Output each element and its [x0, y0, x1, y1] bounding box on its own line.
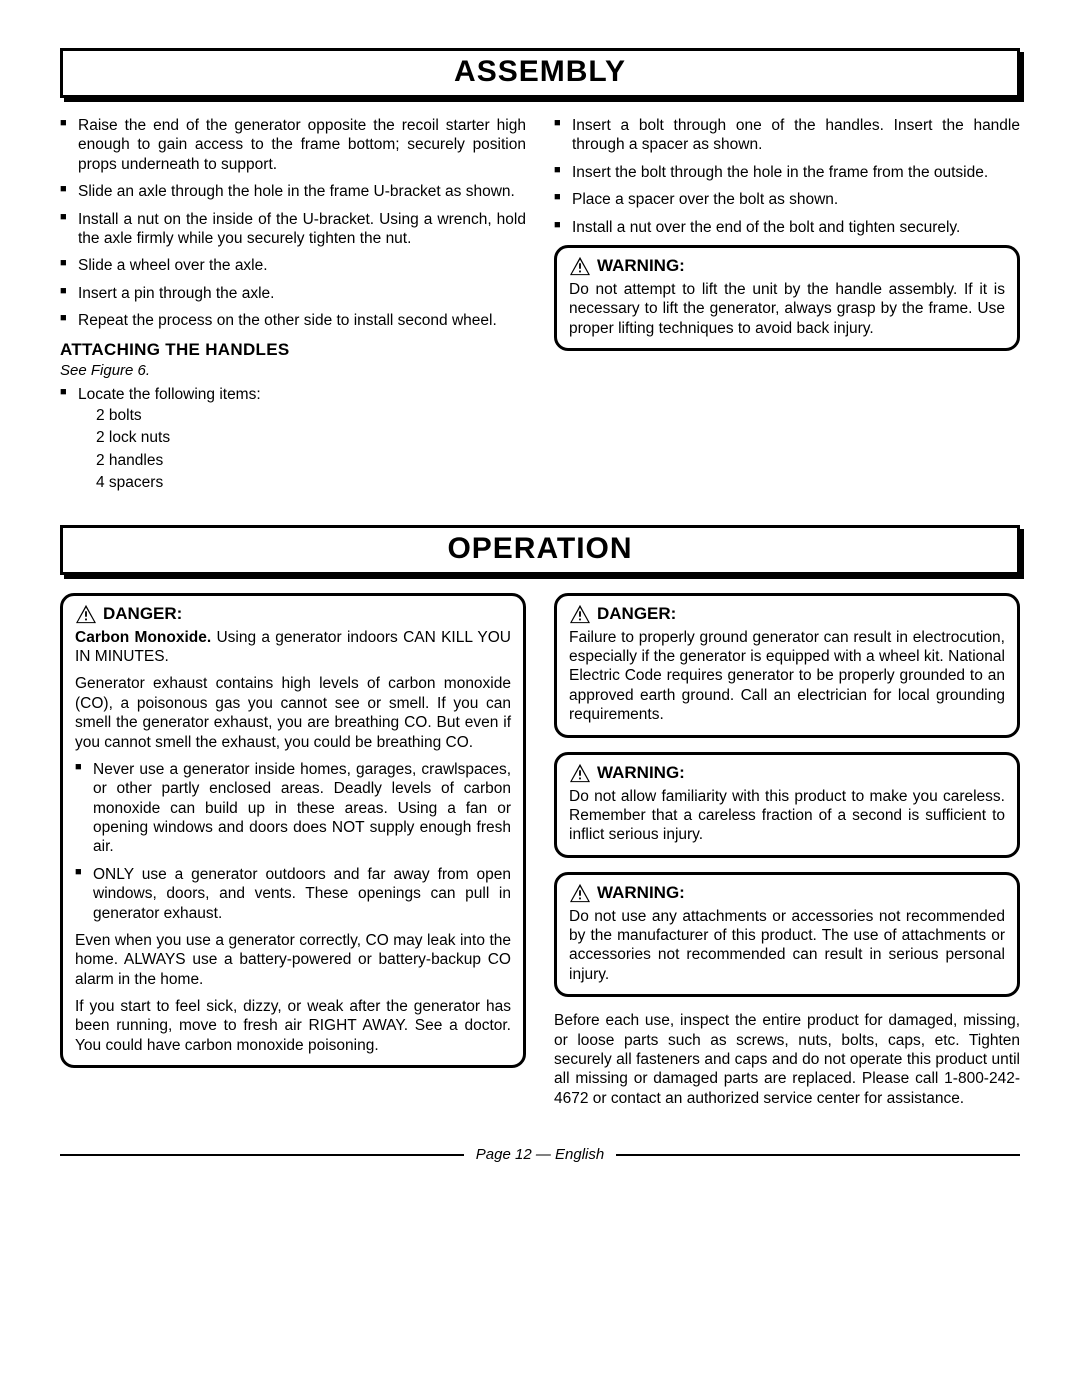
list-item: Raise the end of the generator opposite … — [60, 116, 526, 174]
assembly-banner: ASSEMBLY — [60, 48, 1020, 98]
sub-item: 2 handles — [96, 450, 526, 472]
danger1-p2: Even when you use a generator correctly,… — [75, 931, 511, 989]
warning-label: WARNING: — [597, 883, 685, 903]
danger-label: DANGER: — [597, 604, 676, 624]
locate-sublist: 2 bolts 2 lock nuts 2 handles 4 spacers — [78, 405, 526, 495]
operation-after-para: Before each use, inspect the entire prod… — [554, 1011, 1020, 1108]
sub-item: 2 lock nuts — [96, 427, 526, 449]
warning-head: WARNING: — [569, 763, 1005, 783]
warning-body: Do not attempt to lift the unit by the h… — [569, 280, 1005, 338]
alert-triangle-icon — [569, 763, 591, 783]
danger-box-2: DANGER: Failure to properly ground gener… — [554, 593, 1020, 738]
locate-list: Locate the following items: 2 bolts 2 lo… — [60, 385, 526, 494]
list-item: Install a nut over the end of the bolt a… — [554, 218, 1020, 237]
operation-right-col: DANGER: Failure to properly ground gener… — [554, 593, 1020, 1118]
alert-triangle-icon — [569, 604, 591, 624]
assembly-right-col: Insert a bolt through one of the handles… — [554, 116, 1020, 505]
handles-subhead: ATTACHING THE HANDLES — [60, 340, 526, 360]
list-item: Install a nut on the inside of the U-bra… — [60, 210, 526, 249]
danger-box-1: DANGER: Carbon Monoxide. Using a generat… — [60, 593, 526, 1069]
list-item: Place a spacer over the bolt as shown. — [554, 190, 1020, 209]
footer-rule-right — [616, 1154, 1020, 1156]
danger2-body: Failure to properly ground generator can… — [569, 628, 1005, 725]
warning-label: WARNING: — [597, 763, 685, 783]
warning-box-1: WARNING: Do not allow familiarity with t… — [554, 752, 1020, 858]
list-item: Insert a pin through the axle. — [60, 284, 526, 303]
operation-columns: DANGER: Carbon Monoxide. Using a generat… — [60, 593, 1020, 1118]
see-figure: See Figure 6. — [60, 362, 526, 379]
danger-label: DANGER: — [103, 604, 182, 624]
page-footer: Page 12 — English — [60, 1146, 1020, 1163]
warning-box: WARNING: Do not attempt to lift the unit… — [554, 245, 1020, 351]
locate-intro: Locate the following items: — [78, 386, 261, 403]
alert-triangle-icon — [569, 256, 591, 276]
assembly-left-col: Raise the end of the generator opposite … — [60, 116, 526, 505]
danger-head: DANGER: — [569, 604, 1005, 624]
danger1-p1: Generator exhaust contains high levels o… — [75, 674, 511, 752]
alert-triangle-icon — [75, 604, 97, 624]
sub-item: 2 bolts — [96, 405, 526, 427]
operation-banner: OPERATION — [60, 525, 1020, 575]
danger-head: DANGER: — [75, 604, 511, 624]
warning-label: WARNING: — [597, 256, 685, 276]
warning-head: WARNING: — [569, 256, 1005, 276]
warn2-body: Do not use any attachments or accessorie… — [569, 907, 1005, 985]
danger1-p3: If you start to feel sick, dizzy, or wea… — [75, 997, 511, 1055]
danger1-lead-bold: Carbon Monoxide. — [75, 629, 211, 646]
danger1-lead: Carbon Monoxide. Using a generator indoo… — [75, 628, 511, 667]
footer-rule-left — [60, 1154, 464, 1156]
warning-box-2: WARNING: Do not use any attachments or a… — [554, 872, 1020, 998]
list-item: ONLY use a generator outdoors and far aw… — [75, 865, 511, 923]
danger1-bullets: Never use a generator inside homes, gara… — [75, 760, 511, 923]
list-item: Insert a bolt through one of the handles… — [554, 116, 1020, 155]
list-item: Repeat the process on the other side to … — [60, 311, 526, 330]
operation-left-col: DANGER: Carbon Monoxide. Using a generat… — [60, 593, 526, 1118]
assembly-columns: Raise the end of the generator opposite … — [60, 116, 1020, 505]
warning-head: WARNING: — [569, 883, 1005, 903]
sub-item: 4 spacers — [96, 472, 526, 494]
list-item: Locate the following items: 2 bolts 2 lo… — [60, 385, 526, 494]
warn1-body: Do not allow familiarity with this produ… — [569, 787, 1005, 845]
list-item: Insert the bolt through the hole in the … — [554, 163, 1020, 182]
footer-text: Page 12 — English — [476, 1146, 604, 1163]
list-item: Slide an axle through the hole in the fr… — [60, 182, 526, 201]
alert-triangle-icon — [569, 883, 591, 903]
list-item: Never use a generator inside homes, gara… — [75, 760, 511, 857]
list-item: Slide a wheel over the axle. — [60, 256, 526, 275]
assembly-left-list: Raise the end of the generator opposite … — [60, 116, 526, 330]
assembly-right-list: Insert a bolt through one of the handles… — [554, 116, 1020, 237]
